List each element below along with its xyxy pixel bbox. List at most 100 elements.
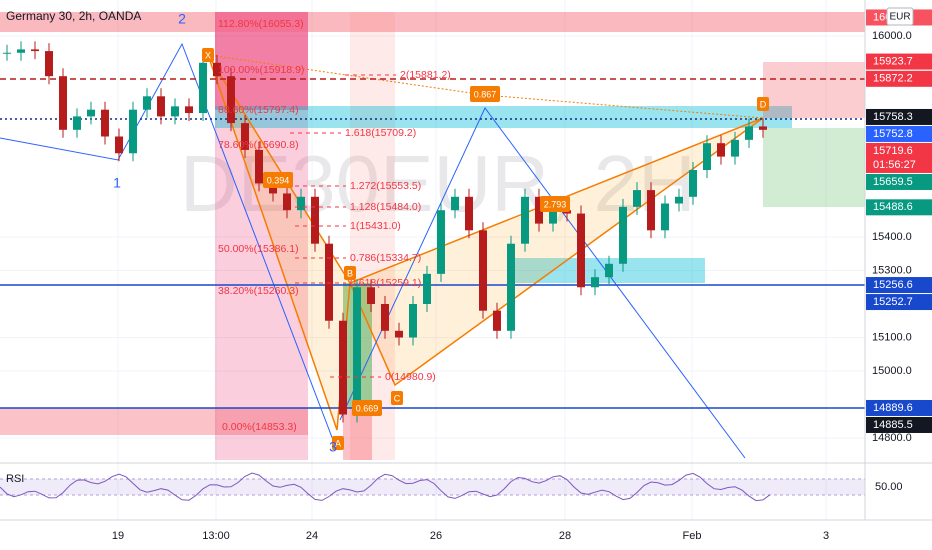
candles — [3, 41, 767, 423]
fib-label: 50.00%(15386.1) — [218, 243, 299, 255]
candle — [437, 210, 445, 274]
countdown: 01:56:27 — [873, 159, 916, 171]
ratio-line — [207, 54, 486, 96]
candle — [17, 49, 25, 53]
candle — [87, 109, 95, 117]
currency-button[interactable] — [886, 7, 914, 26]
candle — [339, 320, 347, 415]
candle — [675, 196, 683, 204]
price-tick-label: 15000.0 — [872, 365, 912, 377]
pattern-points: X A B C D 0.867 0.394 2.793 0.669 1 2 3 — [113, 11, 769, 455]
price-tick-label: 15100.0 — [872, 331, 912, 343]
candle — [409, 304, 417, 338]
zone — [215, 106, 792, 128]
candle — [325, 243, 333, 321]
fib-label: 0.00%(14853.3) — [222, 421, 297, 433]
candle — [605, 263, 613, 278]
price-tag — [866, 108, 932, 125]
candle — [31, 49, 39, 52]
candle — [395, 330, 403, 338]
price-tag-label: 14885.5 — [873, 419, 913, 431]
candle — [689, 170, 697, 197]
fib-label: 78.60%(15690.8) — [218, 139, 299, 151]
fib-label: 1.272(15553.5) — [350, 180, 421, 192]
candle — [521, 196, 529, 244]
fib-label: 38.20%(15260.3) — [218, 285, 299, 297]
currency[interactable]: EUR — [889, 12, 910, 23]
candle — [745, 126, 753, 140]
ratio-box — [540, 196, 570, 212]
price-tag-label: 15758.3 — [873, 111, 913, 123]
pattern-point — [332, 436, 344, 450]
ratio-box — [352, 400, 382, 416]
candle — [255, 149, 263, 184]
pattern-point — [391, 391, 403, 405]
pattern-point-label: B — [347, 268, 353, 278]
candle — [129, 109, 137, 154]
candle — [367, 287, 375, 304]
ratio-line — [484, 94, 764, 119]
fib-label: 112.80%(16055.3) — [218, 18, 304, 30]
ratio-label: 2.793 — [544, 199, 567, 209]
candle — [647, 190, 655, 231]
ratio-label: 0.394 — [267, 175, 290, 185]
candle — [199, 62, 207, 114]
candle — [535, 196, 543, 224]
time-tick-label: 3 — [823, 530, 829, 542]
candle — [549, 210, 557, 224]
candle — [465, 196, 473, 231]
time-tick-label: 28 — [559, 530, 571, 542]
candle — [241, 123, 249, 150]
candle — [185, 106, 193, 114]
price-tag — [866, 125, 932, 142]
price-tag — [866, 70, 932, 87]
price-tag — [866, 277, 932, 294]
candle — [213, 62, 221, 77]
price-tag-label: 15719.6 — [873, 145, 913, 157]
candle — [45, 51, 53, 77]
candle — [619, 206, 627, 264]
candle — [143, 96, 151, 110]
candle — [731, 139, 739, 157]
ratio-label: 0.669 — [356, 403, 379, 413]
fib-label: 0.786(15334.7) — [350, 252, 421, 264]
price-tags: 16055.315923.715872.215758.315752.815719… — [866, 9, 932, 433]
pattern-point — [202, 48, 214, 62]
price-tag — [866, 416, 932, 433]
candle — [101, 109, 109, 137]
candle — [661, 203, 669, 231]
rsi-label: RSI — [6, 473, 24, 485]
candle — [311, 196, 319, 244]
candle — [157, 96, 165, 117]
fib-label: 0(14980.9) — [385, 371, 436, 383]
price-tick-label: 14800.0 — [872, 432, 912, 444]
fib-label: 88.60%(15797.4) — [218, 104, 299, 116]
fib-label: 1(15431.0) — [350, 220, 401, 232]
price-tag — [866, 173, 932, 190]
price-tag-label: 15872.2 — [873, 73, 913, 85]
fib-label: 1.618(15709.2) — [345, 127, 416, 139]
ratio-box — [263, 172, 293, 188]
fib-label: 1.128(15484.0) — [350, 201, 421, 213]
price-tag-label: 14889.6 — [873, 402, 913, 414]
pattern-point-label: C — [394, 393, 401, 403]
candle — [269, 183, 277, 194]
candle — [3, 52, 11, 54]
fib-label: 0.618(15259.1) — [350, 277, 421, 289]
price-tag-label: 15488.6 — [873, 201, 913, 213]
candle — [171, 106, 179, 117]
stop-zone — [763, 128, 865, 207]
symbol-title: Germany 30, 2h, OANDA — [6, 9, 141, 23]
pattern-point-label: A — [335, 438, 341, 448]
time-tick-label: Feb — [683, 530, 702, 542]
candle — [381, 304, 389, 331]
price-axis: 16000.0 15400.0 15300.0 15100.0 15000.0 14800… — [872, 30, 912, 444]
candle — [227, 76, 235, 124]
candle — [493, 310, 501, 331]
zone — [0, 408, 308, 435]
candle — [717, 143, 725, 157]
candle — [115, 136, 123, 154]
candle — [703, 143, 711, 170]
pattern-point-label: X — [205, 50, 211, 60]
